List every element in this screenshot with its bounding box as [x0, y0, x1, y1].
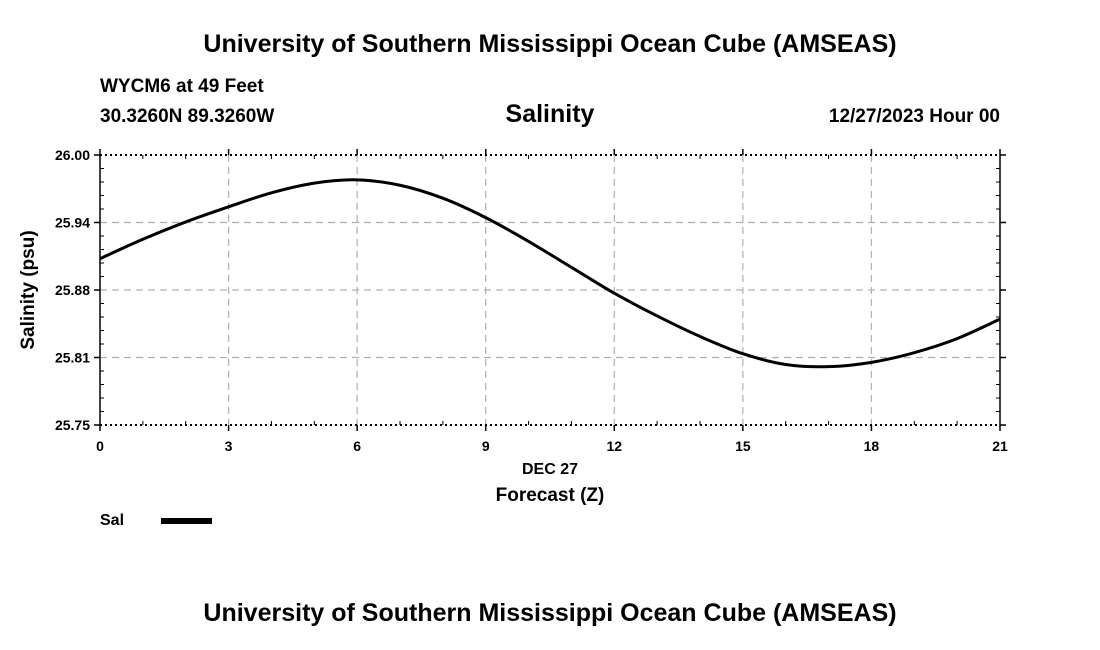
coordinates-label: 30.3260N 89.3260W [100, 106, 275, 127]
y-tick-label: 25.88 [55, 282, 90, 298]
x-tick-label: 18 [864, 438, 880, 454]
x-tick-label: 0 [96, 438, 104, 454]
x-tick-label: 6 [353, 438, 361, 454]
y-tick-label: 26.00 [55, 147, 90, 163]
y-tick-label: 25.75 [55, 417, 90, 433]
x-tick-label: 9 [482, 438, 490, 454]
y-axis-label: Salinity (psu) [18, 230, 39, 349]
x-tick-label: 12 [606, 438, 622, 454]
top-title: University of Southern Mississippi Ocean… [203, 30, 897, 58]
x-tick-label: 21 [992, 438, 1008, 454]
x-axis-date-label: DEC 27 [522, 461, 578, 478]
forecast-datetime: 12/27/2023 Hour 00 [828, 106, 1000, 127]
bottom-title: University of Southern Mississippi Ocean… [203, 599, 897, 627]
x-axis-label: Forecast (Z) [496, 485, 605, 506]
grid-layer [100, 155, 1000, 425]
legend-label: Sal [100, 512, 124, 529]
station-label: WYCM6 at 49 Feet [100, 76, 264, 97]
x-tick-label: 3 [225, 438, 233, 454]
series-line-sal [99, 178, 1001, 369]
y-tick-label: 25.94 [55, 215, 90, 231]
y-tick-label: 25.81 [55, 350, 90, 366]
series-layer [99, 178, 1001, 369]
axis-layer: 26.00 25.94 25.88 25.81 25.75 0 3 6 9 12 15 18 21 [55, 147, 1008, 454]
x-tick-label: 15 [735, 438, 751, 454]
chart-title: Salinity [505, 100, 595, 128]
